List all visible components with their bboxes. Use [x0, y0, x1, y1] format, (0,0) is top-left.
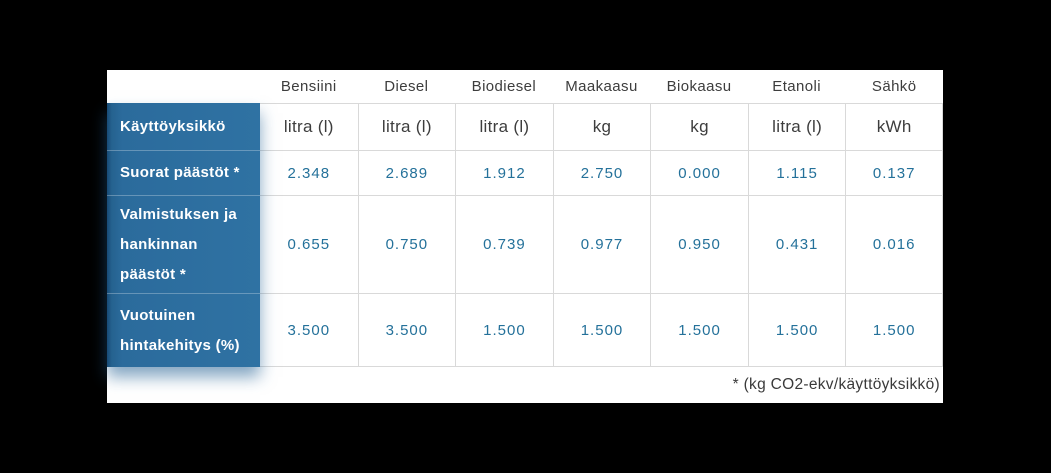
table-cell: kWh: [845, 103, 943, 150]
table-cell: 2.750: [552, 150, 651, 195]
table-cell: 1.500: [552, 293, 651, 367]
table-cell: litra (l): [455, 103, 553, 150]
table-cell: 0.739: [455, 195, 553, 293]
table-cell: 0.950: [650, 195, 748, 293]
column-header-biokaasu: Biokaasu: [666, 78, 732, 95]
footnote: * (kg CO2-ekv/käyttöyksikkö): [732, 376, 940, 393]
table-cell: kg: [552, 103, 651, 150]
column-header-maakaasu: Maakaasu: [565, 78, 638, 95]
table-cell: 3.500: [260, 293, 358, 367]
table-cell: 1.500: [845, 293, 943, 367]
table-cell: 1.500: [747, 293, 846, 367]
fuel-table: Bensiini Diesel Biodiesel Maakaasu Bioka…: [260, 70, 943, 367]
column-header-biodiesel: Biodiesel: [471, 78, 537, 95]
table-cell: litra (l): [260, 103, 358, 150]
row-header-column: Käyttöyksikkö Suorat päästöt * Valmistuk…: [107, 103, 260, 367]
table-cell: 0.655: [260, 195, 358, 293]
table-cell: 0.431: [747, 195, 846, 293]
table-cell: 0.750: [357, 195, 456, 293]
row-header-kayttoyksikko: Käyttöyksikkö: [120, 117, 226, 135]
table-cell: 3.500: [357, 293, 456, 367]
table-cell: 1.115: [747, 150, 846, 195]
row-header-hintakehitys: Vuotuinen hintakehitys (%): [107, 293, 260, 367]
column-header-diesel: Diesel: [384, 78, 429, 95]
table-cell: 0.000: [650, 150, 748, 195]
column-header-bensiini: Bensiini: [280, 78, 337, 95]
table-cell: 0.137: [845, 150, 943, 195]
row-header-valmistuksen-paastot: Valmistuksen ja hankinnan päästöt *: [107, 195, 260, 293]
table-cell: 2.689: [357, 150, 456, 195]
table-cell: 2.348: [260, 150, 358, 195]
column-header-etanoli: Etanoli: [772, 78, 821, 95]
table-cell: 1.500: [455, 293, 553, 367]
table-cell: kg: [650, 103, 748, 150]
table-cell: 0.977: [552, 195, 651, 293]
table-cell: 1.912: [455, 150, 553, 195]
table-cell: 0.016: [845, 195, 943, 293]
column-header-sahko: Sähkö: [871, 78, 917, 95]
table-cell: litra (l): [357, 103, 456, 150]
row-header-suorat-paastot: Suorat päästöt *: [107, 150, 260, 195]
table-cell: litra (l): [747, 103, 846, 150]
table-cell: 1.500: [650, 293, 748, 367]
fuel-data-card: Käyttöyksikkö Suorat päästöt * Valmistuk…: [107, 70, 943, 403]
